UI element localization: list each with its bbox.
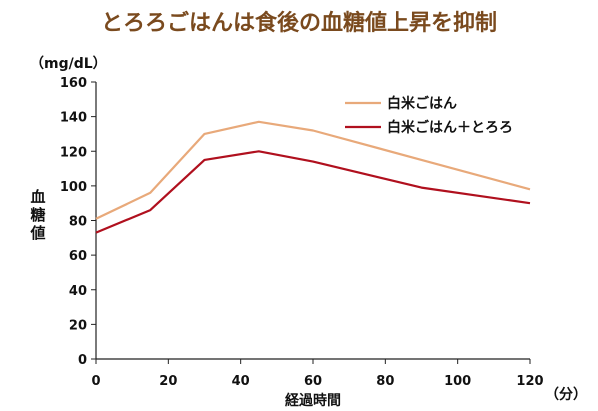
legend-label-2: 白米ごはん＋とろろ	[387, 119, 513, 136]
y-tick-label: 80	[69, 215, 87, 230]
axes: 0 20 40 60 80 100 120 140 160 0 20 40 60 80 100 120	[60, 76, 544, 389]
y-tick-label: 0	[78, 353, 87, 368]
x-axis-unit: （分）	[545, 387, 587, 403]
x-tick-label: 60	[304, 374, 322, 389]
chart-title: とろろごはんは食後の血糖値上昇を抑制	[101, 10, 497, 36]
y-tick-label: 100	[60, 180, 87, 195]
x-tick-label: 100	[444, 374, 471, 389]
y-axis-label: 血糖値	[29, 188, 45, 242]
series-line-2	[95, 150, 531, 234]
y-axis-unit: （mg/dL）	[30, 56, 107, 72]
x-axis-label: 経過時間	[285, 392, 341, 409]
x-tick-label: 120	[516, 374, 543, 389]
x-tick-label: 0	[91, 374, 100, 389]
legend-label-1: 白米ごはん	[387, 95, 457, 112]
y-tick-label: 40	[69, 284, 87, 299]
y-tick-label: 160	[60, 76, 87, 91]
series-line-1	[95, 120, 531, 220]
y-tick-label: 60	[69, 249, 87, 264]
y-tick-label: 140	[60, 111, 87, 126]
x-tick-label: 40	[232, 374, 250, 389]
series-group	[95, 120, 531, 234]
y-tick-label: 20	[69, 318, 87, 333]
x-tick-label: 80	[376, 374, 394, 389]
y-tick-label: 120	[60, 145, 87, 160]
x-tick-label: 20	[159, 374, 177, 389]
